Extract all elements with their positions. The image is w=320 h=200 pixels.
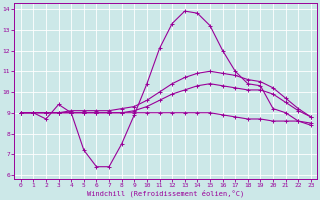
X-axis label: Windchill (Refroidissement éolien,°C): Windchill (Refroidissement éolien,°C) [87,190,244,197]
